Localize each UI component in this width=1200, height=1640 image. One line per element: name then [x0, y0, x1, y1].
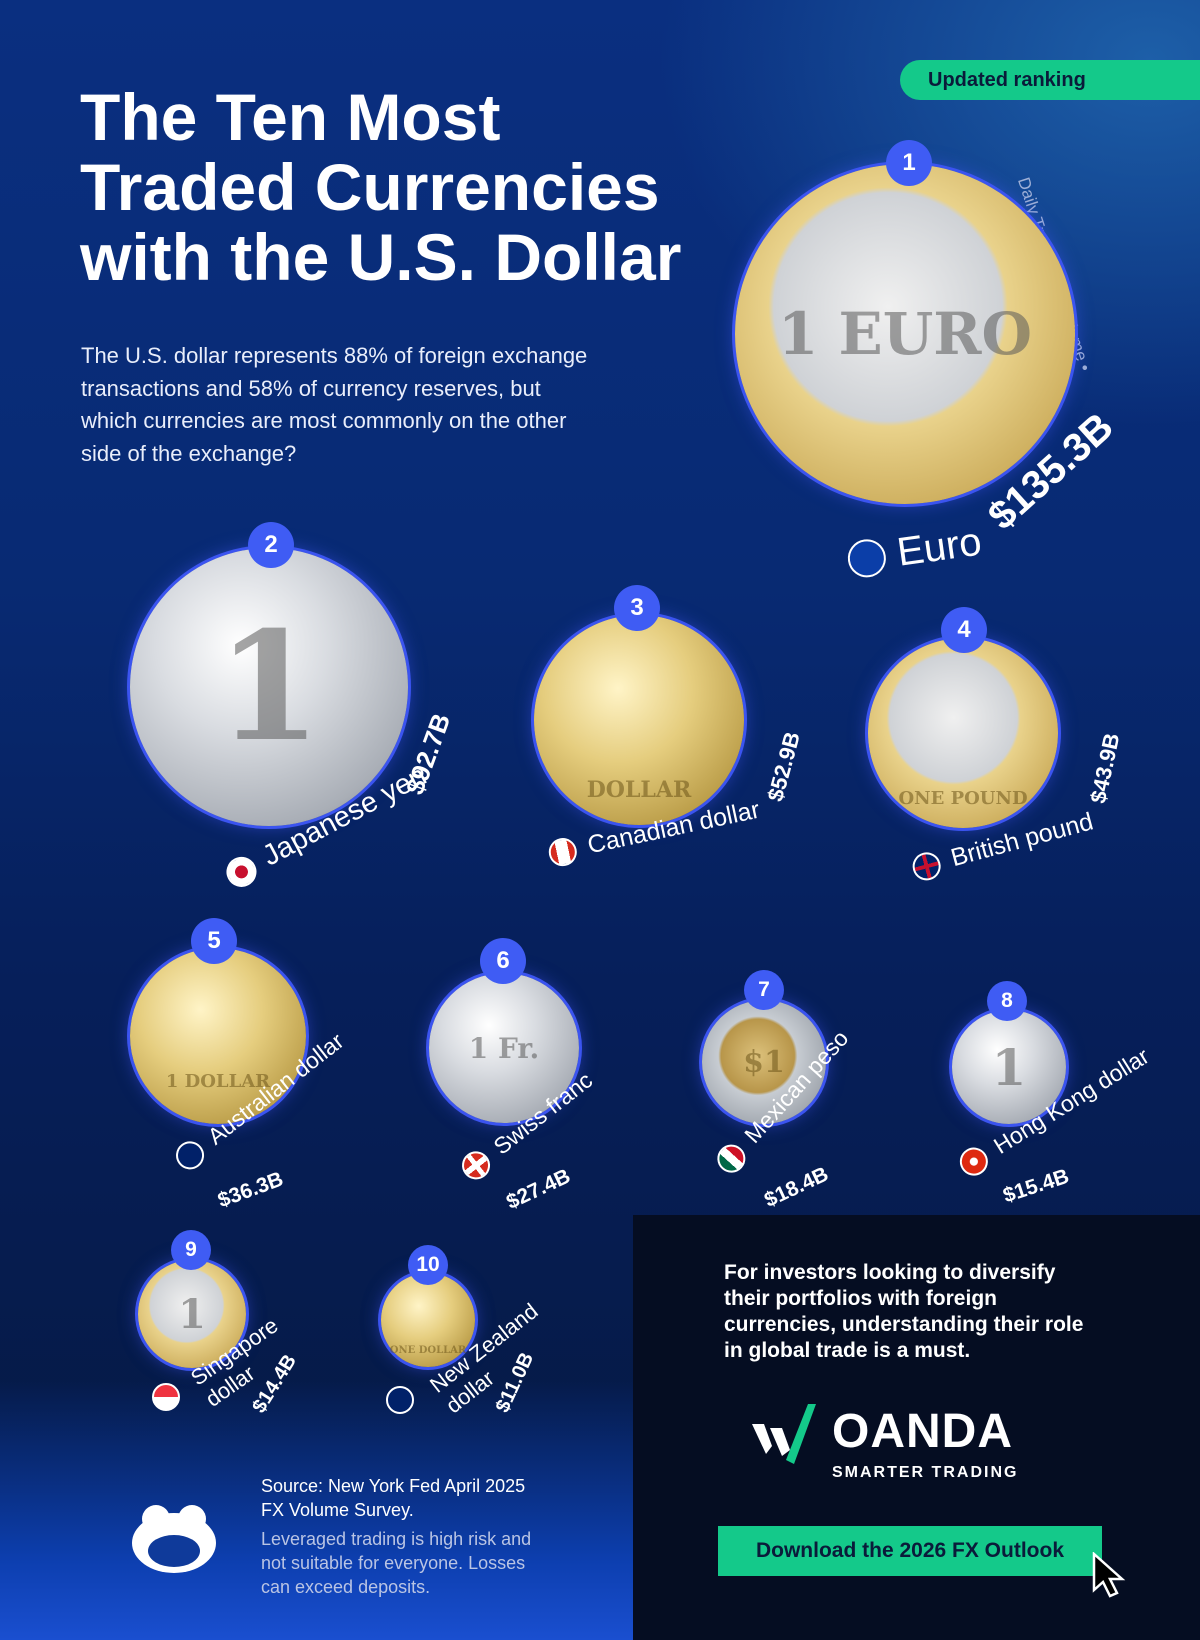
coin-text: 1 DOLLAR: [165, 1070, 271, 1092]
download-outlook-button[interactable]: Download the 2026 FX Outlook: [718, 1526, 1102, 1576]
hong-kong-dollar-coin: 1: [952, 1010, 1066, 1124]
currency-amount: $43.9B: [1085, 730, 1125, 806]
japan-flag-icon: [220, 851, 262, 892]
coin-text: ONE POUND: [898, 787, 1028, 809]
rank-badge: 7: [744, 970, 784, 1010]
rank-badge: 9: [171, 1230, 211, 1270]
coin-text: DOLLAR: [586, 777, 692, 803]
rank-badge: 6: [480, 938, 526, 984]
currency-label: Euro: [845, 520, 984, 583]
rank-badge: 4: [941, 607, 987, 653]
title-line: The Ten Most: [80, 80, 501, 154]
coin-text: 1 Fr.: [468, 1031, 540, 1065]
switzerland-flag-icon: [456, 1145, 496, 1186]
brand-tagline: SMARTER TRADING: [832, 1464, 1019, 1481]
rank-badge: 2: [248, 522, 294, 568]
euro-coin: 1 EURO: [735, 164, 1075, 504]
closing-text: For investors looking to diversify their…: [724, 1261, 1084, 1362]
hong-kong-flag-icon: [954, 1142, 994, 1181]
risk-disclaimer: Leveraged trading is high risk and not s…: [261, 1529, 532, 1597]
uk-flag-icon: [909, 848, 944, 884]
british-pound-coin: ONE POUND: [868, 638, 1058, 828]
title-line: with the U.S. Dollar: [80, 220, 682, 294]
visual-capitalist-logo-icon: [132, 1505, 216, 1573]
mexican-peso-coin: $1: [702, 1000, 826, 1124]
rank-badge: 8: [987, 981, 1027, 1021]
page-title: The Ten Most Traded Currencies with the …: [80, 82, 720, 292]
coin-text: 1: [178, 1290, 206, 1338]
brand-name: OANDA: [832, 1405, 1013, 1458]
new-zealand-dollar-coin: ONE DOLLAR: [381, 1273, 475, 1367]
currency-amount: $36.3B: [214, 1167, 287, 1213]
singapore-flag-icon: [152, 1383, 180, 1411]
coin-text: 1 EURO: [777, 300, 1033, 368]
cursor-icon: [1092, 1552, 1126, 1598]
currency-amount: $18.4B: [760, 1162, 833, 1212]
swiss-franc-coin: 1 Fr.: [429, 973, 579, 1123]
currency-amount: $27.4B: [502, 1164, 575, 1214]
currency-amount: $52.9B: [762, 729, 805, 805]
coin-text: 1: [216, 599, 322, 775]
australian-dollar-coin: 1 DOLLAR: [130, 948, 306, 1124]
updated-ranking-badge: Updated ranking: [900, 60, 1200, 100]
rank-badge: 5: [191, 918, 237, 964]
rank-badge: 3: [614, 585, 660, 631]
currency-amount: $15.4B: [1000, 1164, 1072, 1208]
singapore-dollar-coin: 1: [138, 1260, 246, 1368]
coin-text: ONE DOLLAR: [389, 1344, 467, 1356]
currency-name: Euro: [894, 519, 985, 575]
mexico-flag-icon: [711, 1138, 752, 1179]
rank-badge: 10: [408, 1245, 448, 1285]
footer-glow: [0, 1380, 633, 1640]
title-line: Traded Currencies: [80, 150, 660, 224]
rank-badge: 1: [886, 140, 932, 186]
canada-flag-icon: [546, 834, 580, 869]
eu-flag-icon: [845, 536, 889, 580]
canadian-dollar-coin: DOLLAR: [534, 615, 744, 825]
source-note: Source: New York Fed April 2025 FX Volum…: [261, 1476, 526, 1520]
intro-text: The U.S. dollar represents 88% of foreig…: [81, 343, 588, 466]
coin-text: $1: [743, 1044, 785, 1080]
coin-text: 1: [991, 1037, 1027, 1097]
new-zealand-flag-icon: [386, 1386, 414, 1414]
currency-amount: $92.7B: [399, 709, 457, 799]
oanda-mark-icon: [752, 1404, 816, 1464]
yen-coin: 1: [130, 548, 408, 826]
australia-flag-icon: [170, 1135, 210, 1176]
